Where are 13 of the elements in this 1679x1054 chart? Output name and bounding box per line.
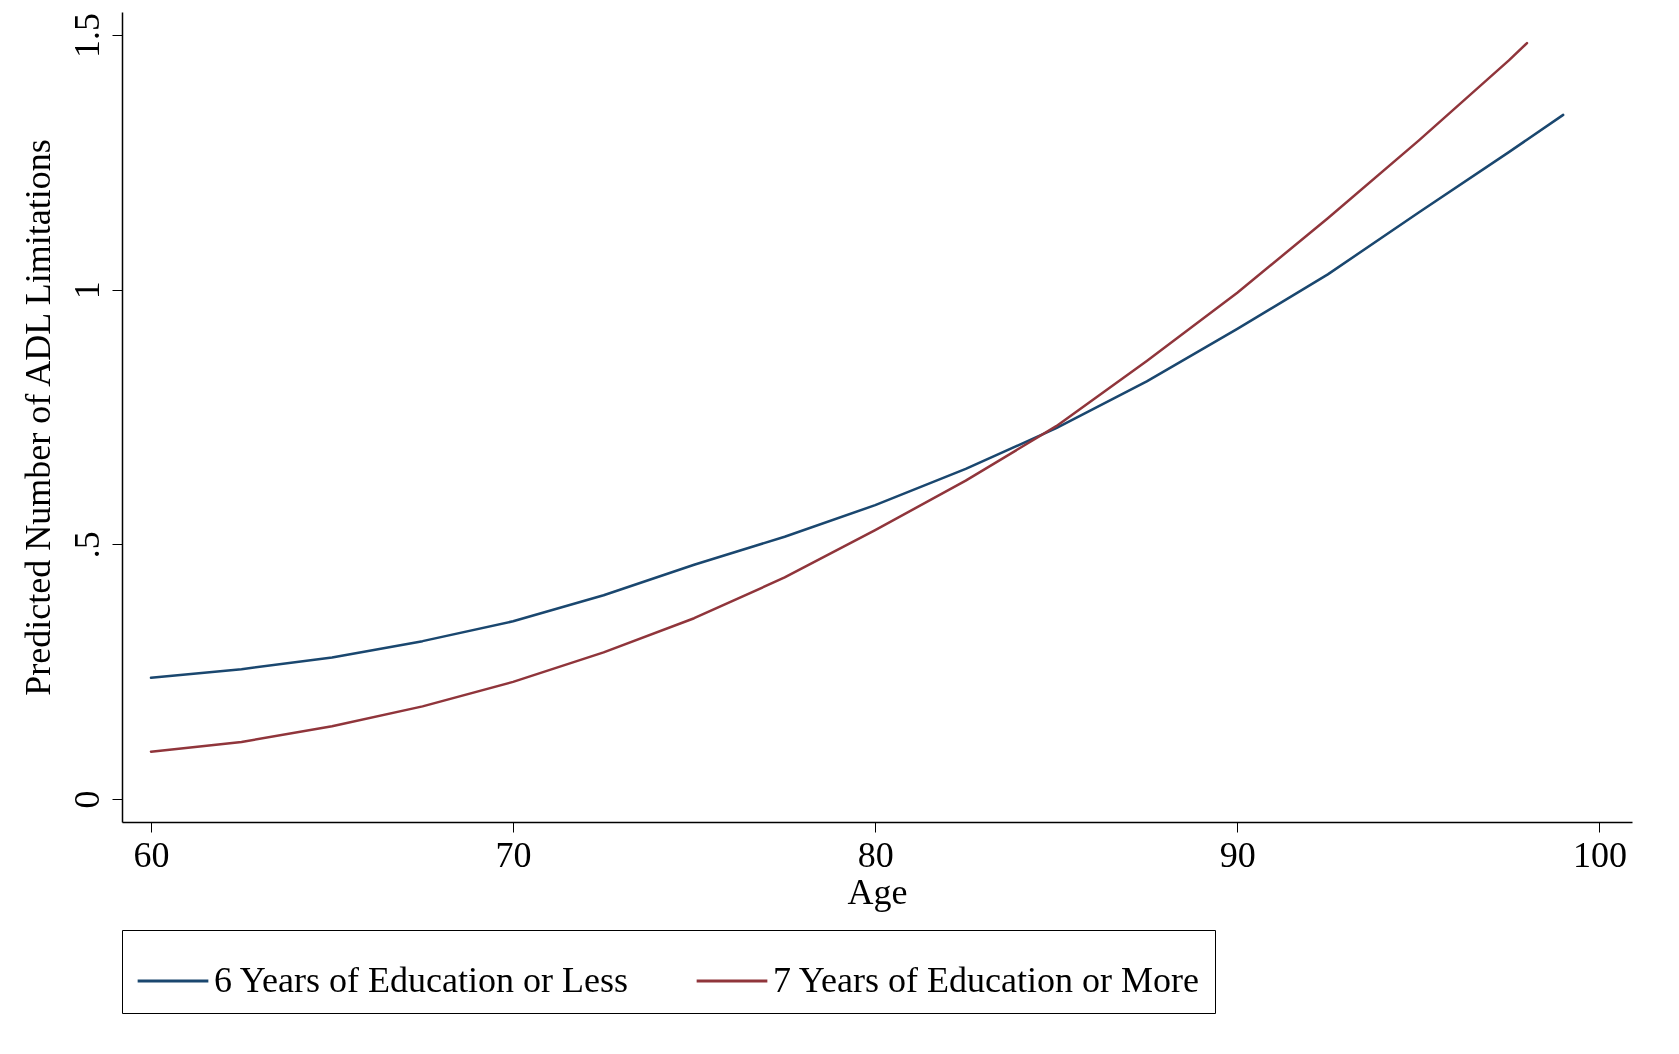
line-series xyxy=(149,41,1529,753)
legend-label: 6 Years of Education or Less xyxy=(214,960,628,1000)
legend-label: 7 Years of Education or More xyxy=(773,960,1199,1000)
x-tick-label: 60 xyxy=(133,834,170,875)
x-tick-label: 90 xyxy=(1219,834,1256,875)
y-axis-title: Predicted Number of ADL Limitations xyxy=(17,139,58,696)
x-tick-label: 70 xyxy=(495,834,532,875)
y-tick-label: 0 xyxy=(66,790,107,809)
y-tick-label: .5 xyxy=(66,531,107,559)
y-tick-label: 1 xyxy=(66,281,107,300)
x-tick-label: 100 xyxy=(1572,834,1627,875)
line-series xyxy=(149,113,1565,680)
y-tick-label: 1.5 xyxy=(66,12,107,58)
